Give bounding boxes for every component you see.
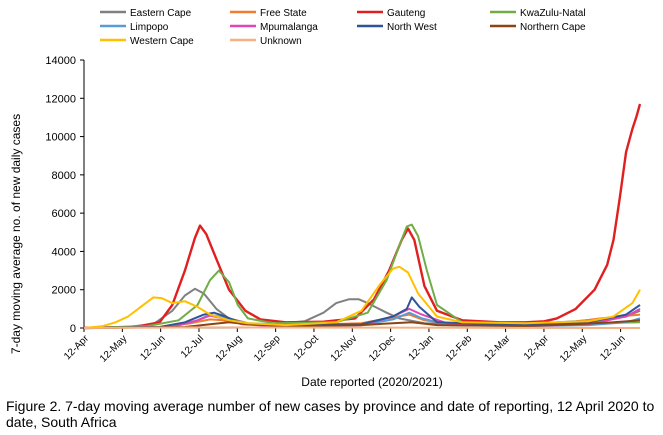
y-tick-label: 0	[70, 323, 76, 335]
x-tick-label: 12-Jun	[138, 333, 167, 362]
x-tick-label: 12-Mar	[482, 333, 513, 364]
x-tick-label: 12-May	[558, 333, 589, 364]
legend-label-limpopo: Limpopo	[130, 22, 169, 33]
legend-label-north-west: North West	[387, 22, 437, 33]
legend-label-western-cape: Western Cape	[130, 36, 194, 47]
x-tick-label: 12-Aug	[214, 333, 245, 364]
x-tick-label: 12-Jun	[598, 333, 627, 362]
legend-label-free-state: Free State	[260, 8, 307, 19]
x-tick-label: 12-May	[98, 333, 129, 364]
y-axis-title: 7-day moving average no. of new daily ca…	[9, 114, 23, 354]
x-tick-label: 12-Apr	[62, 333, 91, 362]
series-line-western-cape	[83, 265, 641, 329]
x-axis-title: Date reported (2020/2021)	[301, 375, 442, 389]
figure-caption: Figure 2. 7-day moving average number of…	[6, 398, 655, 430]
y-tick-label: 4000	[52, 246, 76, 258]
y-tick-label: 8000	[52, 170, 76, 182]
series-line-kwazulu-natal	[83, 223, 641, 329]
legend-label-eastern-cape: Eastern Cape	[130, 8, 192, 19]
y-tick-label: 6000	[52, 208, 76, 220]
series-line-north-west	[83, 296, 641, 329]
x-tick-label: 12-Oct	[292, 333, 321, 362]
y-tick-label: 12000	[45, 93, 76, 105]
y-tick-label: 10000	[45, 132, 76, 144]
series-line-unknown	[83, 326, 641, 329]
y-tick-label: 2000	[52, 285, 76, 297]
series-line-northern-cape	[83, 319, 641, 329]
line-chart: Eastern Cape Free State Gauteng KwaZulu-Nat…	[9, 8, 642, 389]
chart-series-group	[83, 103, 642, 330]
x-tick-label: 12-Feb	[444, 333, 474, 363]
x-tick-label: 12-Apr	[522, 333, 551, 362]
legend-label-kwazulu-natal: KwaZulu-Natal	[520, 8, 586, 19]
legend-label-northern-cape: Northern Cape	[520, 22, 586, 33]
x-tick-label: 12-Jul	[179, 333, 206, 360]
legend-label-unknown: Unknown	[260, 36, 302, 47]
x-tick-label: 12-Nov	[329, 333, 360, 364]
x-tick-label: 12-Jan	[407, 333, 436, 362]
y-tick-label: 14000	[45, 55, 76, 67]
legend: Eastern Cape Free State Gauteng KwaZulu-Nat…	[100, 8, 586, 47]
x-tick-label: 12-Sep	[252, 333, 283, 364]
legend-label-gauteng: Gauteng	[387, 8, 425, 19]
legend-label-mpumalanga: Mpumalanga	[260, 22, 318, 33]
series-line-gauteng	[83, 103, 642, 330]
x-tick-label: 12-Dec	[367, 333, 398, 364]
